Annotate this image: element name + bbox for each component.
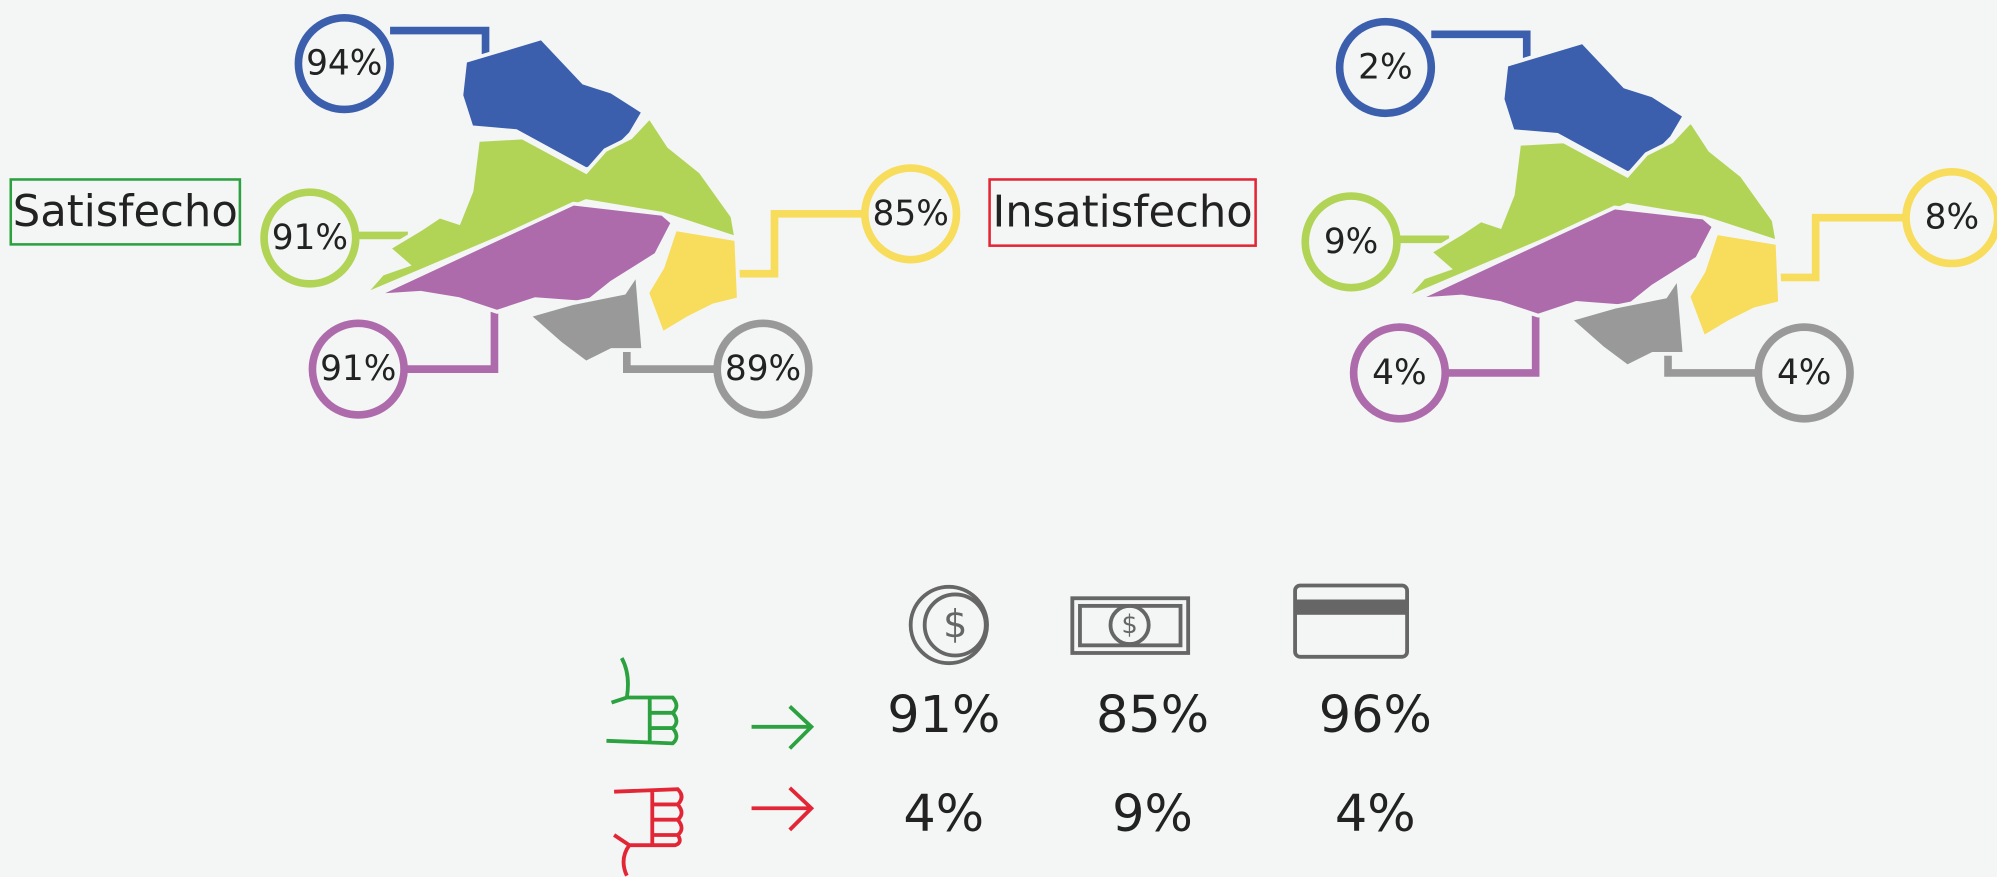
connector xyxy=(1664,347,1759,377)
map: 94% 91% 85% 91% 89% xyxy=(260,14,961,419)
region xyxy=(1566,271,1687,369)
region-value: 8% xyxy=(1925,198,1980,238)
region-value: 85% xyxy=(872,194,948,234)
connector xyxy=(738,210,865,278)
region xyxy=(645,226,741,337)
connector xyxy=(623,343,718,373)
bill-icon: $ xyxy=(1070,596,1191,655)
thumb-down xyxy=(613,787,684,877)
region-value: 94% xyxy=(306,44,382,84)
region-value: 91% xyxy=(320,349,396,389)
connector xyxy=(1445,315,1540,377)
label-box xyxy=(988,178,1257,247)
region-value: 4% xyxy=(1777,353,1832,393)
value-circle xyxy=(308,319,408,419)
region xyxy=(1686,230,1783,341)
svg-text:$: $ xyxy=(943,603,967,647)
region-value: 4% xyxy=(1372,353,1427,393)
map-label: Insatisfecho xyxy=(992,188,1252,238)
connector xyxy=(390,26,490,58)
label-box xyxy=(9,178,242,246)
connector xyxy=(1780,213,1907,282)
coin-icon: $ xyxy=(908,584,989,666)
region-value: 2% xyxy=(1358,47,1413,87)
value-circle xyxy=(1301,192,1401,292)
map: 2% 9% 8% 4% 4% xyxy=(1301,17,1997,423)
region-value: 89% xyxy=(725,349,801,389)
region xyxy=(524,268,646,366)
value-circle xyxy=(260,188,360,288)
value-circle xyxy=(1335,17,1436,118)
table-value: 91% xyxy=(887,686,1000,745)
table-value: 9% xyxy=(1112,785,1193,844)
value-circle xyxy=(861,164,961,264)
value-circle xyxy=(713,319,813,419)
table-value: 4% xyxy=(1335,785,1416,844)
value-circle xyxy=(1349,323,1450,423)
connector xyxy=(1431,30,1531,62)
table-value: 96% xyxy=(1319,686,1432,745)
arrow-down-row xyxy=(751,786,815,832)
svg-text:$: $ xyxy=(1122,610,1138,640)
table-value: 4% xyxy=(903,785,984,844)
card-icon xyxy=(1293,583,1409,659)
region-value: 91% xyxy=(272,218,348,258)
connector xyxy=(404,311,499,373)
value-circle xyxy=(294,14,394,114)
arrow-up-row xyxy=(751,705,815,750)
region-value: 9% xyxy=(1324,222,1379,262)
value-circle xyxy=(1754,323,1854,423)
table-value: 85% xyxy=(1096,686,1209,745)
map-label: Satisfecho xyxy=(13,187,238,237)
thumb-up xyxy=(606,657,679,746)
value-circle xyxy=(1902,168,1997,268)
